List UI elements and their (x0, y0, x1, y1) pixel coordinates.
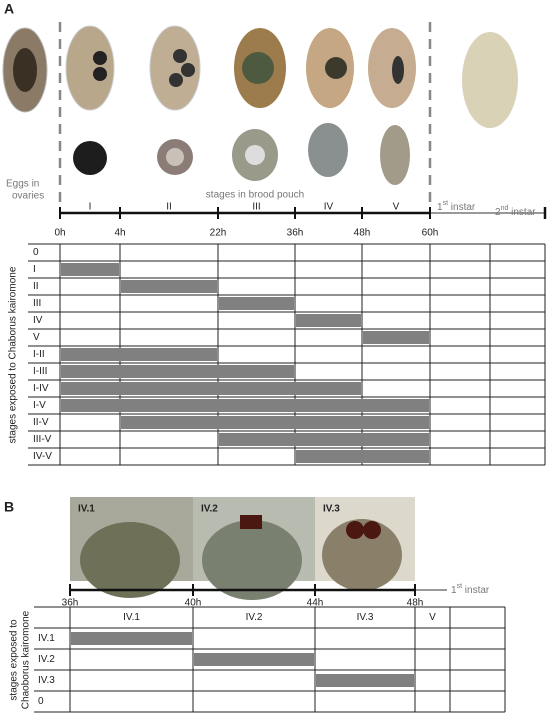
stage-label: IV (324, 202, 334, 213)
exposure-bar (219, 433, 429, 446)
time-label: 4h (114, 228, 125, 239)
time-label: 48h (354, 228, 371, 239)
instar-part: instar (462, 585, 490, 596)
instar-part: 1 (451, 585, 457, 596)
photo-label: IV.3 (323, 504, 340, 515)
photos-b (70, 497, 415, 600)
panel-label: B (4, 499, 14, 515)
y-axis-label: stages exposed to Chaborus kairomone (8, 266, 19, 443)
row-label: I-IV (33, 383, 49, 394)
time-label: 40h (185, 598, 202, 609)
stage-label: II (166, 202, 172, 213)
instar-label: 1st instar (437, 200, 476, 212)
exposure-bar (61, 399, 429, 412)
row-label: I (33, 264, 36, 275)
row-label: II-V (33, 417, 49, 428)
panel-label: A (4, 1, 14, 17)
stage-label: I (89, 202, 92, 213)
exposure-bar (121, 280, 217, 293)
row-label: V (33, 332, 40, 343)
eggs-label: Eggs in (6, 179, 39, 190)
row-label: 0 (38, 696, 44, 707)
column-header: IV.2 (246, 612, 263, 623)
row-label: II (33, 281, 39, 292)
row-label: I-V (33, 400, 46, 411)
row-label: 0 (33, 247, 39, 258)
stage-label: III (252, 202, 260, 213)
stage-label: V (393, 202, 400, 213)
y-axis-label: stages exposed to (9, 619, 20, 701)
instar-part: 2 (495, 207, 501, 218)
time-label: 36h (287, 228, 304, 239)
exposure-bar (296, 450, 429, 463)
exposure-bar (296, 314, 361, 327)
row-label: IV.2 (38, 654, 55, 665)
exposure-bar (219, 297, 294, 310)
instar-part: instar (508, 207, 536, 218)
exposure-bar (71, 632, 192, 645)
column-header: V (429, 612, 436, 623)
row-label: IV-V (33, 451, 52, 462)
photos-a (2, 25, 518, 185)
row-label: IV.3 (38, 675, 55, 686)
exposure-bar (363, 331, 429, 344)
instar-part: 1 (437, 202, 443, 213)
time-label: 36h (62, 598, 79, 609)
exposure-bar (316, 674, 414, 687)
exposure-bar (194, 653, 314, 666)
instar-part: instar (448, 202, 476, 213)
exposure-bar (61, 263, 119, 276)
row-label: I-II (33, 349, 45, 360)
instar-part: st (443, 200, 449, 207)
instar-label: 1st instar (451, 583, 490, 595)
row-label: III (33, 298, 41, 309)
instar-label: 2nd instar (495, 205, 536, 217)
time-label: 48h (407, 598, 424, 609)
column-header: IV.1 (123, 612, 140, 623)
instar-part: st (457, 583, 463, 590)
instar-part: nd (501, 205, 509, 212)
exposure-bar (121, 416, 429, 429)
column-header: IV.3 (357, 612, 374, 623)
exposure-bar (61, 365, 294, 378)
eggs-label: ovaries (12, 191, 44, 202)
exposure-bar (61, 348, 217, 361)
time-label: 22h (210, 228, 227, 239)
time-label: 44h (307, 598, 324, 609)
row-label: IV.1 (38, 633, 55, 644)
row-label: IV (33, 315, 43, 326)
brood-label: stages in brood pouch (206, 190, 304, 201)
row-label: I-III (33, 366, 47, 377)
exposure-bar (61, 382, 361, 395)
y-axis-label: Chaoborus kairomone (21, 610, 32, 709)
time-label: 60h (422, 228, 439, 239)
row-label: III-V (33, 434, 52, 445)
photo-label: IV.2 (201, 504, 218, 515)
photo-label: IV.1 (78, 504, 95, 515)
time-label: 0h (54, 228, 65, 239)
